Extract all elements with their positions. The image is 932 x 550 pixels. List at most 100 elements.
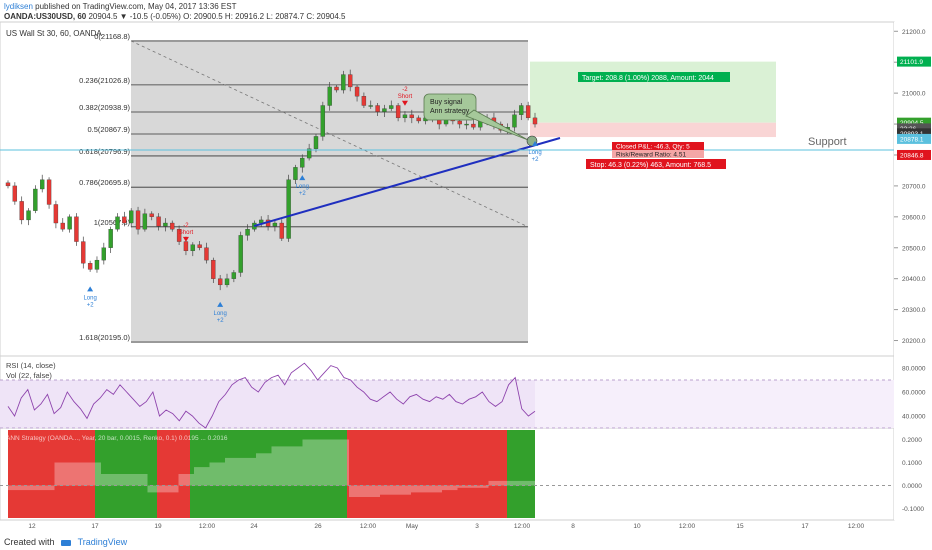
candle-body <box>532 117 538 125</box>
rsi-tick-label: 80.0000 <box>902 366 926 373</box>
candle-body <box>348 74 353 88</box>
ann-regime-block <box>347 430 507 518</box>
price-tick-label: 20600.0 <box>902 214 926 221</box>
candle-body <box>170 222 175 230</box>
candle-body <box>87 263 93 270</box>
fib-level-label: 0.382(20938.9) <box>79 103 130 112</box>
long-arrow-icon <box>532 141 538 147</box>
x-axis-label: 10 <box>633 523 641 530</box>
candle-body <box>217 278 223 286</box>
ann-histogram-bar <box>426 485 442 493</box>
price-tick-label: 20500.0 <box>902 245 926 252</box>
candle-body <box>341 74 346 91</box>
ann-histogram-bar <box>23 485 39 491</box>
x-axis-label: 17 <box>91 523 99 530</box>
long-signal-label: Long <box>213 311 226 317</box>
ann-histogram-bar <box>395 485 411 495</box>
x-axis-label: 12:00 <box>199 523 216 530</box>
ann-histogram-bar <box>349 485 365 497</box>
candle-body <box>12 185 18 202</box>
ann-histogram-bar <box>457 485 473 488</box>
candle-body <box>33 188 38 211</box>
candle-body <box>135 210 141 230</box>
candle-body <box>197 244 202 248</box>
candle-body <box>67 216 72 230</box>
short-arrow-icon <box>182 236 189 242</box>
short-signal-qty: -2 <box>183 223 189 229</box>
candle-body <box>313 136 319 149</box>
ann-histogram-bar <box>225 457 241 486</box>
candle-body <box>519 105 524 115</box>
buy-signal-subtext: Ann strategy <box>430 108 470 115</box>
fib-trend-dashed-line <box>130 40 529 228</box>
candle-body <box>375 105 380 112</box>
x-axis-label: 17 <box>801 523 809 530</box>
ohlc-line: OANDA:US30USD, 60 20904.5 ▼ -10.5 (-0.05… <box>4 12 928 22</box>
candle-body <box>224 278 230 286</box>
price-tick-label: 20700.0 <box>902 183 926 190</box>
x-axis-label: 12:00 <box>848 523 865 530</box>
candle-body <box>81 241 86 264</box>
candle-body <box>74 216 79 242</box>
chart-canvas[interactable]: 0(21168.8) 0.236(21026.8) 0.382(20938.9) 0.… <box>0 0 932 534</box>
candle-body <box>142 213 148 230</box>
fib-level-label: 0.236(21026.8) <box>79 76 130 85</box>
candle-body <box>238 235 243 273</box>
closed-pnl-box <box>612 142 704 150</box>
published-text: published on TradingView.com, May 04, 20… <box>35 2 237 11</box>
buy-signal-pointer <box>465 109 529 141</box>
ann-histogram-bar <box>333 439 349 486</box>
long-signal-label: Long <box>296 184 309 190</box>
ann-histogram-bar <box>132 474 148 486</box>
candle-body <box>156 216 161 227</box>
ann-histogram-bar <box>209 462 225 486</box>
x-axis-label: 12:00 <box>514 523 531 530</box>
ann-histogram-bar <box>70 462 86 486</box>
tradingview-logo-icon <box>61 539 72 546</box>
ann-histogram-bar <box>240 457 256 486</box>
candle-body <box>286 179 291 239</box>
target-label-box <box>578 72 730 82</box>
author-link[interactable]: lydiksen <box>4 2 33 11</box>
x-axis-label: 12:00 <box>679 523 696 530</box>
price-marker <box>897 128 931 139</box>
ann-title: ANN Strategy (OANDA..., Year, 20 bar, 0.… <box>6 435 228 442</box>
candle-body <box>320 105 326 137</box>
candle-body <box>471 123 476 128</box>
footer: Created with TradingView <box>0 534 932 550</box>
ann-histogram-bar <box>302 439 318 486</box>
candle-body <box>382 108 387 112</box>
candle-body <box>149 213 154 217</box>
price-tick-label: 21000.0 <box>902 91 926 98</box>
rsi-tick-label: 60.0000 <box>902 390 926 397</box>
created-with-text: Created with <box>4 537 55 547</box>
tradingview-link[interactable]: TradingView <box>77 537 128 547</box>
buy-signal-text: Buy signal <box>430 99 463 106</box>
ann-histogram-bar <box>101 474 117 486</box>
short-signal-label: Short <box>179 230 194 236</box>
price-marker <box>897 133 931 144</box>
ann-histogram-bar <box>8 485 24 491</box>
candle-body <box>272 222 278 227</box>
x-axis-label: 12 <box>28 523 36 530</box>
rsi-line <box>7 362 536 429</box>
price-marker <box>897 117 931 128</box>
candle-body <box>389 105 394 109</box>
price-marker-label: 21101.9 <box>900 59 923 66</box>
long-signal-label: Long <box>83 295 96 301</box>
x-axis-label: 8 <box>571 523 575 530</box>
candle-body <box>129 210 134 224</box>
ann-histogram-bar <box>54 462 70 486</box>
short-arrow-icon <box>401 100 408 106</box>
candle-body <box>512 114 517 128</box>
x-axis-label: 19 <box>154 523 162 530</box>
x-axis-label: 24 <box>250 523 258 530</box>
ann-histogram-bar <box>256 453 272 486</box>
candle-body <box>354 86 360 97</box>
ann-tick-label: 0.0000 <box>902 483 922 490</box>
candle-body <box>279 222 284 239</box>
ann-histogram-bar <box>442 485 458 491</box>
candle-body <box>60 222 65 230</box>
symbol-label: OANDA:US30USD, 60 <box>4 12 87 21</box>
candle-body <box>293 167 298 180</box>
